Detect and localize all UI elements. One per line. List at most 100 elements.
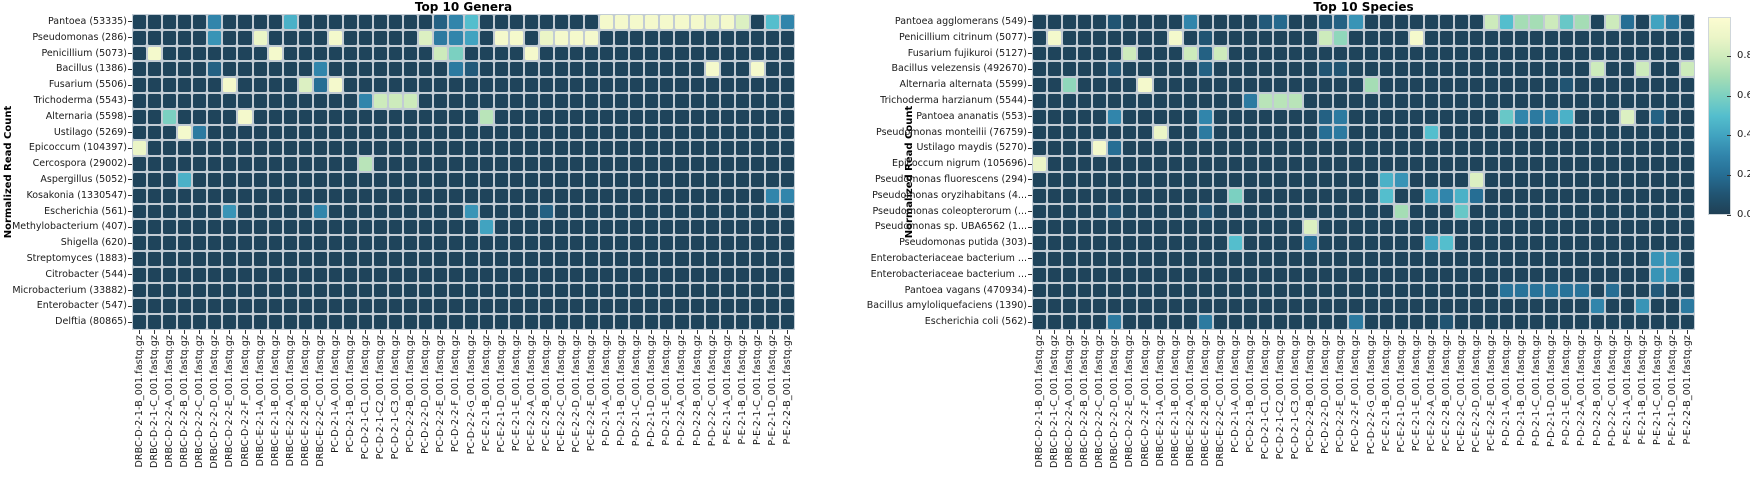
- heatmap-cell: [1394, 157, 1408, 171]
- col-label: P-D-2-1-C_001.fastq.gz: [631, 335, 643, 447]
- species-heatmap: [1032, 14, 1695, 330]
- heatmap-cell: [1469, 78, 1484, 92]
- heatmap-cell: [735, 15, 749, 29]
- heatmap-cell: [479, 62, 493, 77]
- heatmap-cell: [1424, 188, 1438, 203]
- heatmap-cell: [509, 220, 523, 235]
- heatmap-cell: [705, 109, 719, 124]
- heatmap-cell: [1093, 188, 1107, 203]
- heatmap-cell: [419, 267, 433, 282]
- heatmap-cell: [1349, 125, 1363, 140]
- heatmap-cell: [238, 94, 252, 108]
- heatmap-cell: [359, 141, 373, 156]
- heatmap-cell: [750, 204, 764, 219]
- heatmap-cell: [1228, 46, 1242, 61]
- heatmap-cell: [630, 267, 644, 282]
- heatmap-cell: [283, 30, 297, 45]
- genera-title: Top 10 Genera: [414, 0, 513, 14]
- heatmap-cell: [600, 315, 614, 329]
- heatmap-cell: [1500, 283, 1514, 298]
- heatmap-cell: [148, 46, 162, 61]
- heatmap-cell: [1500, 252, 1514, 266]
- heatmap-cell: [1289, 267, 1303, 282]
- heatmap-cell: [735, 315, 749, 329]
- heatmap-cell: [1033, 46, 1047, 61]
- y-tick: [1028, 226, 1032, 228]
- heatmap-cell: [1485, 299, 1499, 314]
- row-label: Escherichia coli (562): [924, 316, 1027, 328]
- heatmap-cell: [1364, 204, 1378, 219]
- heatmap-cell: [494, 141, 508, 156]
- heatmap-cell: [1334, 46, 1348, 61]
- heatmap-cell: [1394, 94, 1408, 108]
- heatmap-cell: [1485, 125, 1499, 140]
- heatmap-cell: [133, 220, 147, 235]
- heatmap-cell: [359, 283, 373, 298]
- heatmap-cell: [133, 62, 147, 77]
- heatmap-cell: [1454, 283, 1468, 298]
- heatmap-cell: [374, 141, 388, 156]
- heatmap-cell: [1409, 30, 1423, 45]
- heatmap-cell: [615, 204, 629, 219]
- row-label: Epicoccum nigrum (105696): [891, 158, 1027, 170]
- heatmap-cell: [675, 315, 689, 329]
- heatmap-cell: [1078, 157, 1092, 171]
- col-label: DRBC-E-2-2-B_001.fastq.gz: [1199, 335, 1211, 467]
- heatmap-cell: [1093, 252, 1107, 266]
- heatmap-cell: [208, 78, 222, 92]
- heatmap-cell: [780, 204, 794, 219]
- heatmap-cell: [1063, 94, 1077, 108]
- heatmap-cell: [765, 220, 779, 235]
- heatmap-cell: [1394, 30, 1408, 45]
- heatmap-cell: [1590, 30, 1604, 45]
- heatmap-cell: [1424, 236, 1438, 250]
- heatmap-cell: [238, 46, 252, 61]
- row-label: Delftia (80865): [55, 316, 127, 328]
- heatmap-cell: [479, 15, 493, 29]
- heatmap-cell: [464, 78, 478, 92]
- heatmap-cell: [1394, 188, 1408, 203]
- heatmap-cell: [1183, 15, 1197, 29]
- heatmap-cell: [133, 267, 147, 282]
- heatmap-cell: [1334, 157, 1348, 171]
- col-label: P-D-2-1-B_001.fastq.gz: [616, 335, 628, 446]
- heatmap-cell: [464, 109, 478, 124]
- heatmap-cell: [780, 315, 794, 329]
- heatmap-cell: [615, 267, 629, 282]
- heatmap-cell: [615, 220, 629, 235]
- heatmap-cell: [1349, 188, 1363, 203]
- col-label: PC-E-2-2-A_001.fastq.gz: [525, 335, 537, 452]
- heatmap-cell: [133, 94, 147, 108]
- heatmap-cell: [1469, 46, 1484, 61]
- heatmap-cell: [524, 220, 538, 235]
- x-tick: [1596, 330, 1598, 334]
- heatmap-cell: [1485, 173, 1499, 187]
- heatmap-cell: [1319, 15, 1333, 29]
- heatmap-cell: [253, 157, 267, 171]
- heatmap-cell: [1078, 46, 1092, 61]
- heatmap-cell: [494, 188, 508, 203]
- heatmap-cell: [1439, 299, 1453, 314]
- heatmap-cell: [1620, 30, 1634, 45]
- heatmap-cell: [1635, 204, 1649, 219]
- heatmap-cell: [253, 173, 267, 187]
- heatmap-cell: [1198, 236, 1212, 250]
- heatmap-cell: [133, 46, 147, 61]
- heatmap-cell: [1093, 46, 1107, 61]
- heatmap-cell: [1349, 62, 1363, 77]
- heatmap-cell: [148, 267, 162, 282]
- heatmap-cell: [148, 283, 162, 298]
- heatmap-cell: [389, 46, 403, 61]
- heatmap-cell: [1304, 188, 1318, 203]
- heatmap-cell: [1485, 141, 1499, 156]
- col-label: DRBC-D-2-2-A_001.fastq.gz: [1064, 335, 1076, 468]
- heatmap-cell: [1228, 109, 1242, 124]
- heatmap-cell: [313, 46, 327, 61]
- heatmap-cell: [1259, 299, 1273, 314]
- heatmap-cell: [735, 30, 749, 45]
- heatmap-cell: [1259, 157, 1273, 171]
- heatmap-cell: [1243, 125, 1258, 140]
- row-label: Streptomyces (1883): [26, 253, 127, 264]
- heatmap-cell: [645, 204, 659, 219]
- heatmap-cell: [705, 62, 719, 77]
